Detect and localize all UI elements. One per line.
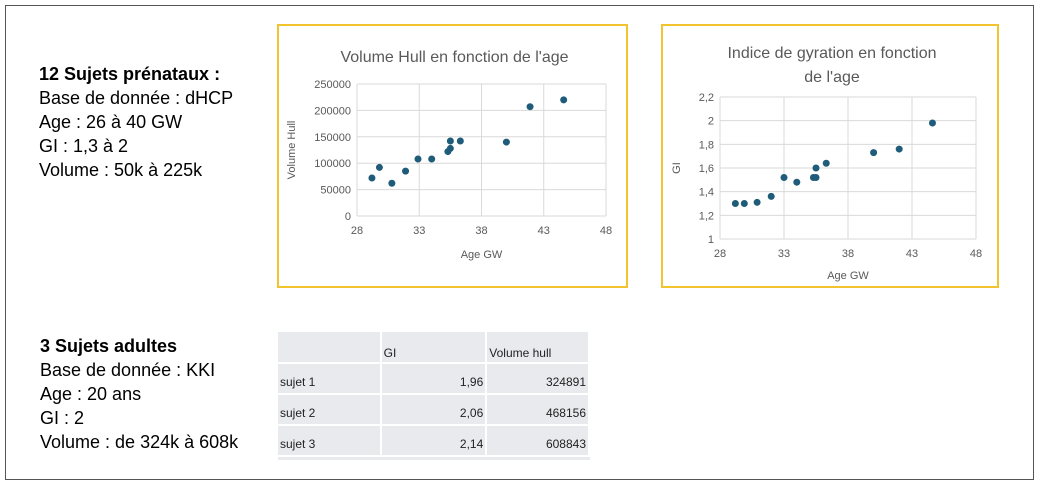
row-gi: 1,96: [380, 363, 488, 395]
data-point: [526, 103, 534, 111]
adults-info: 3 Sujets adultes Base de donnée : KKI Ag…: [40, 334, 238, 454]
y-tick-label: 1: [708, 234, 714, 246]
data-point: [780, 173, 788, 181]
gyration-index-chart: Indice de gyration en fonction de l'age 1 1…: [661, 24, 999, 288]
table-row: sujet 3 2,14 608843: [278, 425, 590, 457]
chart-title: Indice de gyration en fonction: [727, 45, 936, 62]
data-point: [388, 179, 396, 187]
table-row: sujet 1 1,96 324891: [278, 363, 590, 395]
x-tick-label: 28: [351, 225, 363, 237]
row-gi: 2,06: [380, 394, 488, 426]
table-header-row: GI Volume hull: [278, 332, 590, 364]
data-point: [375, 163, 383, 171]
y-tick-label: 150000: [314, 132, 351, 144]
x-tick-label: 33: [413, 225, 425, 237]
y-tick-label: 50000: [320, 185, 351, 197]
y-axis-label: GI: [671, 162, 683, 174]
y-tick-label: 1,2: [699, 210, 714, 222]
table-header-volume: Volume hull: [486, 332, 590, 364]
x-tick-label: 38: [475, 225, 487, 237]
volume-hull-chart-svg: Volume Hull en fonction de l'age 0 50000 10…: [286, 49, 612, 261]
x-tick-label: 43: [538, 225, 550, 237]
adults-heading: 3 Sujets adultes: [40, 336, 178, 356]
y-tick-label: 0: [345, 211, 351, 223]
x-axis-label: Age GW: [461, 249, 503, 261]
prenatal-age: Age : 26 à 40 GW: [39, 112, 183, 132]
data-point: [928, 119, 936, 127]
table-header-empty: [278, 332, 382, 364]
gyration-index-chart-svg: Indice de gyration en fonction de l'age 1 1…: [671, 45, 982, 282]
y-axis-label: Volume Hull: [286, 121, 298, 180]
table-header-gi: GI: [380, 332, 488, 364]
data-point: [402, 167, 410, 175]
row-volume: 324891: [486, 363, 590, 395]
row-label: sujet 1: [278, 363, 382, 395]
x-tick-label: 48: [600, 225, 612, 237]
adults-gi: GI : 2: [40, 408, 85, 428]
prenatal-info: 12 Sujets prénataux : Base de donnée : d…: [39, 62, 233, 182]
y-tick-label: 100000: [314, 158, 351, 170]
y-tick-label: 1,4: [699, 187, 714, 199]
row-label: sujet 3: [278, 425, 382, 457]
adults-table: GI Volume hull sujet 1 1,96 324891 sujet…: [278, 332, 590, 457]
data-point: [793, 178, 801, 186]
data-point: [731, 200, 739, 207]
x-tick-label: 43: [906, 248, 918, 260]
adults-age: Age : 20 ans: [40, 384, 142, 404]
prenatal-database: Base de donnée : dHCP: [39, 88, 234, 108]
data-point: [740, 200, 748, 207]
x-tick-label: 48: [970, 248, 982, 260]
table-row: sujet 2 2,06 468156: [278, 394, 590, 426]
adults-database: Base de donnée : KKI: [40, 360, 216, 380]
data-point: [812, 164, 820, 172]
y-tick-label: 2: [708, 116, 714, 128]
y-tick-label: 1,6: [699, 163, 714, 175]
data-point: [446, 137, 454, 145]
data-point: [368, 174, 376, 182]
row-gi: 2,14: [380, 425, 488, 457]
x-tick-label: 28: [714, 248, 726, 260]
adults-table-container: GI Volume hull sujet 1 1,96 324891 sujet…: [278, 332, 590, 460]
row-volume: 608843: [486, 425, 590, 457]
x-tick-label: 38: [842, 248, 854, 260]
x-axis-label: Age GW: [827, 270, 869, 282]
data-point: [822, 159, 830, 167]
volume-hull-chart: Volume Hull en fonction de l'age 0 50000 10…: [277, 24, 628, 288]
prenatal-volume: Volume : 50k à 225k: [39, 160, 203, 180]
row-label: sujet 2: [278, 394, 382, 426]
y-tick-label: 250000: [314, 79, 351, 91]
slide-frame: [5, 5, 1034, 480]
data-point: [895, 145, 903, 153]
x-tick-label: 33: [778, 248, 790, 260]
y-tick-label: 1,8: [699, 139, 714, 151]
chart-title: de l'age: [804, 69, 860, 86]
y-tick-label: 200000: [314, 105, 351, 117]
adults-volume: Volume : de 324k à 608k: [40, 432, 239, 452]
data-point: [560, 96, 568, 104]
data-point: [812, 173, 820, 181]
data-point: [446, 144, 454, 152]
row-volume: 468156: [486, 394, 590, 426]
data-point: [870, 149, 878, 157]
chart-title: Volume Hull en fonction de l'age: [340, 49, 568, 66]
prenatal-gi: GI : 1,3 à 2: [39, 136, 129, 156]
data-point: [456, 137, 464, 145]
data-point: [414, 155, 422, 163]
y-tick-label: 2,2: [699, 92, 714, 104]
data-point: [753, 198, 761, 206]
data-point: [502, 138, 510, 146]
data-point: [428, 155, 436, 163]
data-point: [767, 192, 775, 200]
prenatal-heading: 12 Sujets prénataux :: [39, 64, 221, 84]
